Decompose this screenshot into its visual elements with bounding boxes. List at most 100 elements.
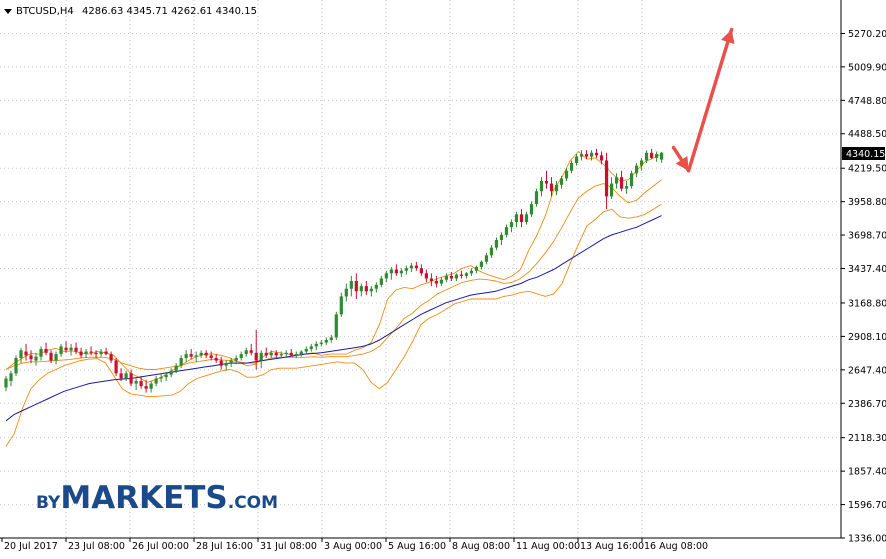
candle	[219, 356, 223, 370]
candle	[369, 286, 373, 297]
candle-body-bull	[564, 170, 569, 179]
y-tick-label: 4748.80	[848, 96, 886, 107]
candle-body-bull	[234, 357, 238, 361]
candle-body-bear	[204, 352, 208, 356]
candle-body-bull	[444, 275, 449, 280]
candle	[264, 347, 268, 358]
y-tick-label: 3698.70	[848, 231, 886, 242]
candle-body-bear	[274, 352, 278, 356]
candle-body-bull	[499, 234, 504, 240]
candle-body-bear	[44, 348, 48, 353]
candle-body-bull	[334, 314, 338, 338]
candle	[509, 219, 514, 233]
candle	[459, 270, 464, 279]
candle	[419, 264, 423, 276]
candle	[479, 260, 484, 270]
bollinger-upper-line	[5, 150, 662, 383]
candles	[4, 148, 664, 393]
candle-body-bull	[474, 266, 479, 271]
candle	[59, 343, 63, 357]
arrow-up-segment	[686, 27, 734, 173]
candle-body-bear	[459, 274, 464, 276]
y-axis: 5270.20 5009.90 4748.80 4488.50 4219.50 3958.…	[841, 29, 886, 545]
candle	[559, 175, 564, 189]
candle-body-bull	[199, 352, 203, 356]
candle-body-bull	[409, 265, 413, 269]
candle	[404, 265, 408, 275]
candle-body-bull	[609, 183, 614, 197]
candle-body-bull	[509, 222, 514, 228]
candle	[344, 283, 348, 302]
candle-body-bull	[239, 354, 243, 358]
candle-body-bull	[269, 352, 273, 356]
candle	[24, 343, 28, 361]
candle	[4, 375, 8, 392]
candle-body-bull	[124, 373, 128, 379]
candle-body-bull	[59, 346, 63, 355]
candle	[209, 351, 213, 361]
candle-body-bull	[284, 352, 288, 355]
candle	[324, 337, 328, 346]
candle-body-bull	[259, 352, 263, 361]
candle	[169, 368, 173, 378]
candle	[114, 357, 118, 376]
candle	[79, 347, 83, 358]
candle-body-bear	[104, 351, 108, 355]
candle	[249, 343, 253, 356]
y-tick-label: 2908.10	[848, 332, 886, 343]
candle	[294, 351, 298, 358]
candle-body-bull	[399, 270, 403, 274]
candle-body-bull	[529, 204, 534, 215]
candle-body-bull	[639, 160, 644, 166]
moving-average-line	[5, 215, 662, 422]
candle	[19, 347, 23, 364]
candle-body-bull	[39, 348, 43, 357]
candle-body-bull	[389, 269, 393, 274]
candle	[269, 350, 273, 358]
candle-body-bull	[179, 357, 183, 366]
candle	[194, 351, 198, 362]
candle	[514, 211, 519, 228]
y-tick-label: 1336.00	[848, 534, 886, 545]
candle	[364, 281, 368, 296]
candle-body-bull	[184, 354, 188, 358]
candle-body-bull	[404, 268, 408, 271]
candle	[569, 160, 574, 174]
symbol-dropdown-icon[interactable]	[4, 9, 12, 14]
candle-body-bull	[304, 348, 308, 352]
candle	[94, 350, 98, 358]
candle	[359, 283, 363, 297]
candle-body-bull	[229, 360, 233, 364]
candle	[594, 148, 599, 158]
candle	[9, 370, 13, 387]
candle	[474, 265, 479, 274]
candle-body-bull	[539, 180, 544, 192]
candle-body-bear	[429, 278, 433, 282]
candle	[574, 154, 579, 166]
candle	[644, 150, 649, 164]
y-tick-label: 2118.30	[848, 433, 886, 444]
candle-body-bear	[354, 281, 358, 292]
chart-header: BTCUSD,H4 4286.63 4345.71 4262.61 4340.1…	[4, 6, 257, 17]
x-tick-label: 11 Aug 00:00	[516, 541, 580, 552]
candle-body-bull	[319, 342, 323, 344]
candle	[529, 201, 534, 217]
candle	[129, 369, 133, 387]
candle-body-bull	[504, 227, 509, 235]
candle-body-bear	[89, 351, 93, 353]
candle	[584, 150, 589, 160]
candle-body-bull	[554, 184, 559, 192]
candle-body-bull	[469, 270, 474, 274]
candle-body-bear	[544, 180, 549, 184]
candle-body-bull	[329, 337, 333, 341]
candle-body-bull	[174, 365, 178, 371]
candle-body-bear	[79, 351, 83, 356]
candle-body-bull	[439, 279, 443, 284]
symbol-label: BTCUSD,H4	[16, 6, 74, 17]
candle-body-bull	[4, 378, 8, 388]
candle-body-bear	[249, 350, 253, 353]
candle	[384, 270, 388, 283]
price-tag-box	[842, 147, 885, 160]
candle-body-bull	[484, 255, 489, 262]
candle-body-bull	[579, 154, 584, 157]
